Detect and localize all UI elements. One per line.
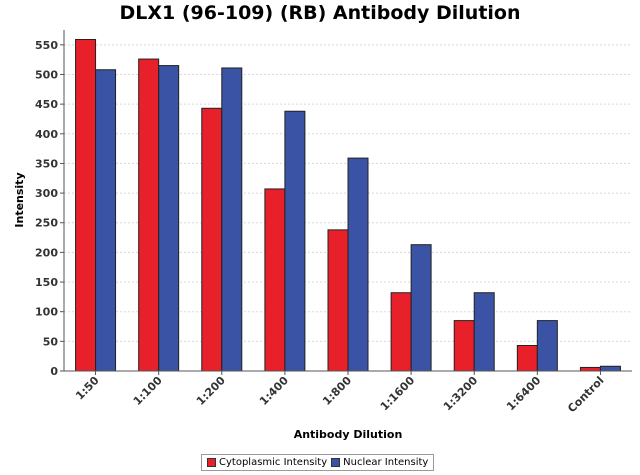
x-tick-label: 1:100	[131, 374, 165, 408]
y-axis-title: Intensity	[13, 172, 26, 227]
bar-nuclear	[221, 67, 243, 372]
y-tick-label: 450	[35, 98, 58, 111]
legend-item-cytoplasmic: Cytoplasmic Intensity	[207, 457, 327, 468]
y-tick-label: 550	[35, 39, 58, 52]
y-tick-label: 500	[35, 68, 58, 81]
bar-nuclear	[536, 320, 558, 372]
y-tick-label: 0	[50, 365, 58, 378]
bar-nuclear	[599, 365, 621, 372]
y-tick-label: 200	[35, 246, 58, 259]
bar-cytoplasmic	[138, 58, 160, 372]
y-tick-label: 350	[35, 157, 58, 170]
bar-nuclear	[158, 65, 180, 372]
legend-item-nuclear: Nuclear Intensity	[331, 457, 428, 468]
bar-cytoplasmic	[264, 188, 286, 372]
y-tick-label: 400	[35, 128, 58, 141]
x-tick-label: 1:800	[320, 374, 354, 408]
legend-label-cytoplasmic: Cytoplasmic Intensity	[219, 457, 328, 468]
bar-cytoplasmic	[75, 38, 97, 372]
bar-cytoplasmic	[516, 344, 538, 372]
y-tick-label: 300	[35, 187, 58, 200]
bar-cytoplasmic	[390, 292, 412, 372]
y-tick-label: 50	[43, 335, 59, 348]
x-axis-title: Antibody Dilution	[294, 428, 403, 441]
legend: Cytoplasmic Intensity Nuclear Intensity	[201, 454, 435, 471]
bars	[75, 38, 621, 372]
bar-nuclear	[284, 110, 306, 372]
x-tick-label: 1:200	[194, 374, 228, 408]
y-tick-label: 150	[35, 276, 58, 289]
legend-label-nuclear: Nuclear Intensity	[343, 457, 429, 468]
chart-title: DLX1 (96-109) (RB) Antibody Dilution	[119, 2, 521, 24]
bar-nuclear	[473, 292, 495, 372]
x-tick-label: 1:400	[257, 374, 291, 408]
x-tick-label: 1:50	[73, 374, 102, 403]
bar-cytoplasmic	[579, 366, 601, 372]
legend-swatch-nuclear	[331, 458, 341, 467]
bar-nuclear	[95, 69, 117, 372]
y-tick-label: 100	[35, 306, 58, 319]
y-tick-label: 250	[35, 217, 58, 230]
bar-cytoplasmic	[327, 229, 349, 372]
x-tick-label: 1:3200	[441, 374, 481, 414]
x-tick-label: Control	[565, 374, 606, 415]
bar-nuclear	[410, 244, 432, 372]
bar-cytoplasmic	[453, 320, 475, 372]
legend-swatch-cytoplasmic	[207, 458, 216, 467]
x-tick-label: 1:1600	[378, 374, 418, 414]
x-tick-label: 1:6400	[504, 374, 544, 414]
bar-nuclear	[347, 157, 369, 372]
bar-cytoplasmic	[201, 107, 223, 372]
